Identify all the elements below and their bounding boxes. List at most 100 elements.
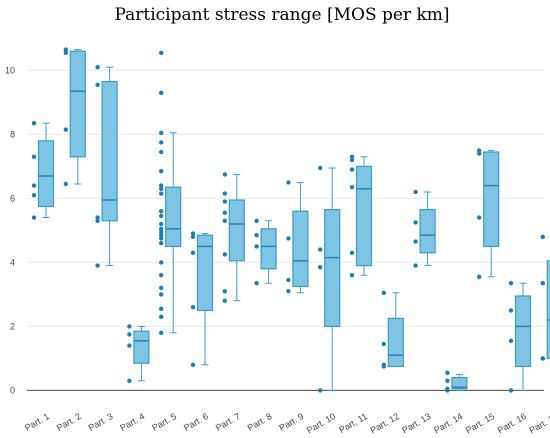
data-point (63, 181, 68, 187)
y-axis-ticks: 0 2 4 6 8 10 (5, 65, 15, 395)
y-tick-label: 0 (10, 385, 15, 395)
x-tick-label: Part. 12 (368, 411, 400, 435)
data-point (31, 193, 37, 198)
data-point (159, 292, 164, 297)
data-point (318, 247, 323, 252)
data-point (159, 260, 164, 265)
data-point (254, 233, 259, 238)
data-point (31, 121, 37, 126)
data-point (159, 213, 164, 219)
y-tick-label: 2 (10, 321, 15, 331)
box-iqr (483, 151, 500, 248)
data-point (318, 388, 323, 393)
data-point (159, 191, 164, 196)
data-point (286, 180, 291, 185)
x-tick-label: Part. 13 (400, 411, 432, 435)
data-point (286, 289, 291, 294)
data-point (286, 277, 291, 283)
data-point (159, 130, 164, 135)
boxes-layer (37, 49, 550, 391)
x-tick-label: Part. 4 (118, 411, 146, 433)
data-point (159, 306, 164, 311)
y-tick-label: 8 (10, 129, 15, 139)
data-point (222, 289, 227, 294)
x-tick-label: Part. 15 (464, 411, 496, 435)
x-tick-label: Part. 8 (246, 411, 274, 433)
data-point (159, 273, 164, 278)
data-point (540, 281, 545, 286)
data-point (159, 229, 164, 235)
data-point (508, 338, 514, 343)
data-point (540, 234, 545, 239)
data-point (540, 356, 545, 361)
box-iqr (101, 80, 118, 222)
data-point (95, 263, 100, 268)
data-point (127, 324, 132, 329)
data-point (159, 50, 164, 55)
data-point (381, 341, 386, 347)
x-tick-label: Part. 6 (182, 411, 210, 433)
y-tick-label: 4 (10, 257, 15, 267)
data-point (159, 140, 164, 145)
x-axis-categories: Part. 1 Part. 2 Part. 3 Part. 4 Part. 5 Part.… (23, 411, 550, 435)
data-point (159, 209, 164, 214)
data-point (413, 239, 418, 244)
data-point (413, 189, 418, 195)
data-point (286, 236, 291, 241)
data-point (222, 210, 227, 215)
data-point (349, 250, 355, 255)
data-point (63, 47, 68, 52)
data-point (222, 252, 227, 257)
data-point (159, 285, 164, 291)
box-iqr (514, 295, 532, 368)
data-point (190, 305, 196, 310)
x-tick-label: Part. 2 (55, 411, 83, 433)
data-point (159, 149, 164, 155)
data-point (222, 172, 227, 177)
y-tick-label: 6 (10, 193, 15, 203)
data-point (159, 221, 164, 227)
data-point (222, 298, 227, 303)
data-point (190, 362, 196, 367)
data-point (159, 226, 164, 231)
data-point (63, 127, 68, 132)
data-point (190, 234, 196, 239)
box-iqr (37, 140, 55, 208)
box-iqr (387, 317, 404, 367)
box-iqr (419, 209, 436, 254)
x-tick-label: Part. 1 (23, 411, 51, 433)
data-point (508, 281, 514, 286)
data-point (254, 244, 259, 249)
box-iqr (165, 186, 182, 247)
data-point (63, 50, 68, 55)
data-point (349, 273, 355, 278)
box-iqr (355, 165, 373, 267)
data-point (349, 157, 355, 163)
data-point (477, 274, 482, 279)
data-point (445, 370, 450, 375)
data-point (381, 364, 386, 369)
data-point (318, 165, 323, 171)
data-point (477, 215, 482, 220)
data-point (159, 330, 164, 335)
x-tick-label: Part. 10 (305, 411, 337, 435)
data-point (190, 231, 196, 236)
data-point (31, 154, 37, 159)
data-point (477, 148, 482, 153)
data-point (190, 250, 196, 255)
data-point (159, 90, 164, 96)
box-iqr (292, 210, 309, 287)
data-point (477, 151, 482, 156)
box-iqr (324, 209, 341, 328)
data-point (349, 154, 355, 159)
data-point (381, 290, 386, 295)
box-iqr (260, 228, 277, 270)
data-point (95, 65, 100, 70)
data-point (159, 183, 164, 188)
box-iqr (451, 377, 468, 390)
x-tick-label: Part. 17 (527, 411, 550, 435)
box-iqr (546, 260, 550, 359)
x-tick-label: Part. 11 (337, 411, 369, 435)
data-point (127, 343, 132, 348)
x-tick-label: Part. 3 (87, 411, 115, 433)
